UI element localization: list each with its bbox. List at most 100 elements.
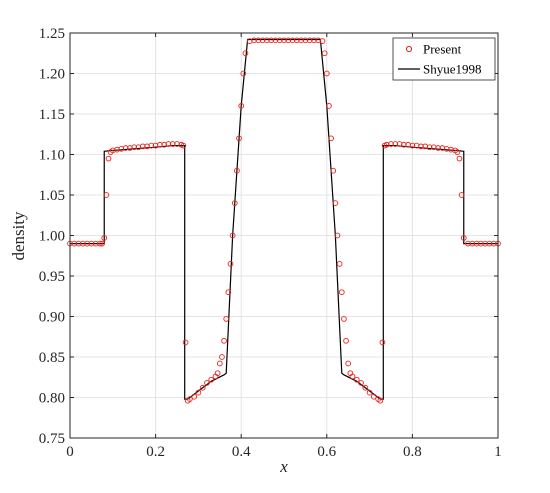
- present-point: [225, 289, 232, 296]
- present-point: [345, 360, 352, 367]
- y-tick-label: 1.10: [39, 148, 65, 164]
- present-point: [343, 337, 349, 344]
- legend-label-shyue1998: Shyue1998: [423, 62, 482, 77]
- present-point: [259, 37, 266, 44]
- present-point: [234, 167, 240, 174]
- present-point: [79, 240, 86, 247]
- present-point: [238, 103, 245, 109]
- present-point: [362, 384, 369, 391]
- present-point: [298, 37, 304, 44]
- present-point: [478, 240, 484, 247]
- y-tick-label: 0.85: [39, 350, 65, 366]
- present-point: [490, 240, 497, 247]
- present-point: [71, 240, 78, 247]
- y-tick-label: 1.25: [39, 26, 65, 42]
- present-point: [139, 143, 146, 150]
- present-point: [285, 37, 292, 44]
- present-point: [227, 261, 234, 267]
- x-tick-label: 0: [66, 444, 74, 460]
- present-point: [334, 232, 341, 239]
- present-point: [326, 103, 332, 109]
- present-point: [456, 155, 463, 162]
- present-point: [341, 316, 347, 322]
- present-point: [264, 37, 270, 44]
- present-point: [214, 370, 221, 377]
- present-point: [99, 240, 105, 247]
- present-point: [454, 149, 461, 155]
- present-point: [75, 240, 82, 247]
- present-point: [321, 50, 328, 57]
- present-point: [392, 141, 399, 147]
- present-point: [400, 141, 407, 148]
- y-tick-label: 1.20: [39, 67, 65, 83]
- present-point: [229, 232, 236, 239]
- present-point: [223, 316, 230, 322]
- present-point: [180, 142, 187, 149]
- present-point: [157, 141, 163, 148]
- present-point: [103, 192, 110, 198]
- present-point: [293, 37, 300, 44]
- present-point: [204, 380, 210, 386]
- present-point: [482, 240, 489, 247]
- y-axis-label: density: [9, 211, 28, 261]
- present-point: [366, 389, 373, 396]
- present-point: [281, 37, 287, 44]
- x-tick-labels: 0 0.2 0.4 0.6 0.8 1: [66, 444, 502, 460]
- y-tick-labels: 0.75 0.80 0.85 0.90 0.95 1.00 1.05 1.10 1.15 1.20…: [39, 26, 65, 447]
- present-point: [92, 240, 99, 247]
- present-point: [88, 240, 95, 247]
- present-point: [251, 37, 257, 44]
- present-point: [319, 38, 326, 44]
- present-point: [336, 261, 343, 267]
- present-point: [219, 354, 225, 360]
- present-point: [97, 240, 103, 247]
- present-point: [236, 135, 242, 142]
- present-point: [349, 373, 356, 380]
- legend-label-present: Present: [423, 42, 462, 57]
- present-point: [165, 141, 172, 147]
- present-point: [240, 70, 247, 77]
- present-point: [435, 145, 441, 151]
- present-point: [332, 200, 339, 206]
- y-tick-label: 1.05: [39, 188, 65, 204]
- present-point: [195, 389, 202, 396]
- present-point: [371, 393, 377, 400]
- present-point: [328, 135, 334, 142]
- present-point: [409, 142, 416, 149]
- present-point: [469, 240, 476, 247]
- present-point: [216, 360, 223, 367]
- y-tick-label: 0.90: [39, 310, 65, 326]
- present-point: [323, 70, 330, 77]
- present-point: [338, 289, 345, 296]
- present-point: [221, 337, 227, 344]
- x-tick-label: 1: [494, 444, 502, 460]
- present-point: [255, 37, 262, 44]
- present-point: [105, 155, 112, 162]
- present-point: [148, 142, 155, 149]
- present-point: [330, 167, 337, 174]
- present-point: [276, 37, 283, 44]
- present-series: [67, 37, 501, 404]
- present-point: [182, 339, 189, 346]
- present-point: [84, 240, 90, 247]
- present-point: [199, 384, 206, 391]
- x-axis-label: x: [279, 457, 288, 476]
- y-tick-label: 1.00: [39, 229, 65, 245]
- legend-marker-present: [405, 45, 413, 53]
- legend-box: [392, 37, 496, 81]
- present-point: [131, 144, 138, 151]
- shyue1998-series: [70, 38, 498, 400]
- present-point: [460, 235, 467, 241]
- present-point: [272, 37, 279, 44]
- y-tick-label: 0.80: [39, 391, 65, 407]
- present-point: [473, 240, 480, 247]
- present-point: [191, 393, 197, 400]
- present-point: [418, 143, 424, 150]
- present-point: [208, 376, 215, 383]
- x-tick-label: 0.2: [146, 444, 165, 460]
- present-point: [122, 145, 129, 151]
- legend: Present Shyue1998: [392, 37, 496, 81]
- present-point: [169, 141, 176, 147]
- present-point: [302, 37, 309, 44]
